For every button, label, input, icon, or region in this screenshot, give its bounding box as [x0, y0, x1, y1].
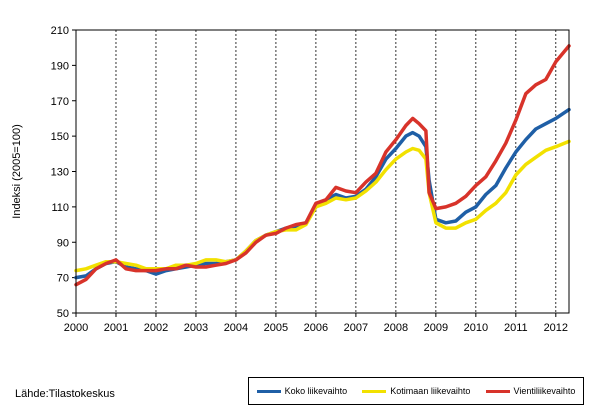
x-tick-label-2002: 2002 — [144, 322, 168, 334]
source-note: Lähde:Tilastokeskus — [15, 388, 115, 400]
x-tick-label-2000: 2000 — [64, 322, 88, 334]
x-tick-label-2009: 2009 — [424, 322, 448, 334]
legend-label-koko: Koko liikevaihto — [284, 386, 348, 396]
legend-item-koko: Koko liikevaihto — [256, 386, 348, 396]
series-line-2 — [74, 44, 571, 287]
y-tick-label-170: 170 — [51, 96, 69, 108]
legend-item-kotimaan: Kotimaan liikevaihto — [362, 386, 470, 396]
legend-swatch-koko — [256, 389, 281, 393]
y-tick-label-50: 50 — [57, 308, 69, 320]
y-tick-label-190: 190 — [51, 60, 69, 72]
x-tick-label-2012: 2012 — [544, 322, 568, 334]
x-tick-label-2008: 2008 — [384, 322, 408, 334]
x-tick-label-2011: 2011 — [504, 322, 528, 334]
y-axis-ticks: 50 70 90 110 130 150 170 190 210 — [51, 25, 76, 320]
legend-label-vienti: Vientiliikevaihto — [513, 386, 576, 396]
legend: Koko liikevaihto Kotimaan liikevaihto Vi… — [248, 377, 584, 405]
legend-item-vienti: Vientiliikevaihto — [485, 386, 576, 396]
y-tick-label-90: 90 — [57, 237, 69, 249]
legend-swatch-vienti — [485, 389, 510, 393]
y-tick-label-210: 210 — [51, 25, 69, 37]
grid-lines — [115, 30, 557, 313]
y-tick-label-150: 150 — [51, 131, 69, 143]
legend-swatch-kotimaan — [362, 389, 387, 393]
y-tick-label-70: 70 — [57, 273, 69, 285]
x-axis-ticks: 2000 2001 2002 2003 2004 2005 2006 2007 2008 2009… — [64, 313, 568, 334]
y-axis-label: Indeksi (2005=100) — [11, 124, 23, 218]
legend-label-kotimaan: Kotimaan liikevaihto — [390, 386, 471, 396]
x-tick-label-2006: 2006 — [304, 322, 328, 334]
x-tick-label-2004: 2004 — [224, 322, 248, 334]
y-tick-label-130: 130 — [51, 167, 69, 179]
series-lines — [74, 44, 571, 287]
y-tick-label-110: 110 — [51, 202, 69, 214]
x-tick-label-2005: 2005 — [264, 322, 288, 334]
x-tick-label-2003: 2003 — [184, 322, 208, 334]
x-tick-label-2010: 2010 — [464, 322, 488, 334]
x-tick-label-2007: 2007 — [344, 322, 368, 334]
plot-frame — [75, 29, 570, 314]
x-tick-label-2001: 2001 — [104, 322, 128, 334]
series-line-0 — [74, 107, 571, 280]
